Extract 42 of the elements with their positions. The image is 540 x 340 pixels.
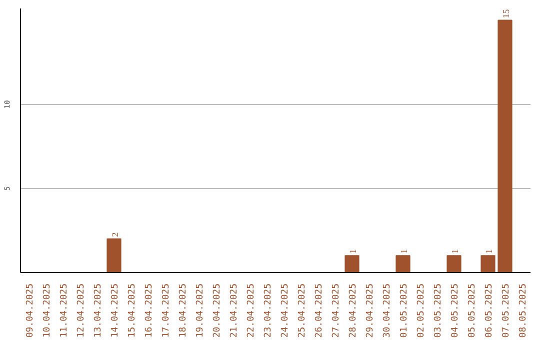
bar — [106, 238, 122, 272]
x-tick-label: 30.04.2025 — [382, 283, 392, 338]
x-tick-label: 21.04.2025 — [230, 283, 240, 338]
x-tick-label: 11.04.2025 — [60, 283, 70, 338]
data-label: 15 — [501, 8, 511, 18]
bar — [344, 255, 360, 272]
x-tick-label: 02.05.2025 — [416, 283, 426, 338]
data-label: 1 — [484, 249, 494, 254]
x-tick-label: 04.05.2025 — [450, 283, 460, 338]
bar — [446, 255, 462, 272]
bar — [480, 255, 496, 272]
x-tick-label: 17.04.2025 — [162, 283, 172, 338]
data-label: 1 — [348, 249, 358, 254]
x-tick-label: 19.04.2025 — [196, 283, 206, 338]
x-tick-label: 09.04.2025 — [26, 283, 36, 338]
x-tick-label: 16.04.2025 — [144, 283, 154, 338]
x-tick-label: 08.05.2025 — [518, 283, 528, 338]
x-tick-label: 23.04.2025 — [264, 283, 274, 338]
x-tick-label: 24.04.2025 — [280, 283, 290, 338]
data-label: 1 — [450, 249, 460, 254]
x-tick-label: 18.04.2025 — [178, 283, 188, 338]
x-tick-label: 01.05.2025 — [400, 283, 410, 338]
x-tick-label: 13.04.2025 — [94, 283, 104, 338]
x-tick-label: 22.04.2025 — [246, 283, 256, 338]
data-label: 2 — [110, 232, 120, 237]
bar — [498, 20, 512, 272]
x-tick-label: 10.04.2025 — [42, 283, 52, 338]
x-tick-label: 05.05.2025 — [468, 283, 478, 338]
x-tick-label: 27.04.2025 — [332, 283, 342, 338]
x-tick-label: 15.04.2025 — [128, 283, 138, 338]
x-tick-label: 28.04.2025 — [348, 283, 358, 338]
x-tick-label: 06.05.2025 — [484, 283, 494, 338]
x-tick-label: 20.04.2025 — [212, 283, 222, 338]
x-tick-label: 03.05.2025 — [434, 283, 444, 338]
x-tick-label: 14.04.2025 — [110, 283, 120, 338]
data-label: 1 — [399, 249, 409, 254]
x-tick-label: 12.04.2025 — [76, 283, 86, 338]
bar — [396, 255, 410, 272]
x-tick-label: 25.04.2025 — [298, 283, 308, 338]
x-tick-label: 29.04.2025 — [366, 283, 376, 338]
x-tick-label: 26.04.2025 — [314, 283, 324, 338]
x-tick-label: 07.05.2025 — [502, 283, 512, 338]
